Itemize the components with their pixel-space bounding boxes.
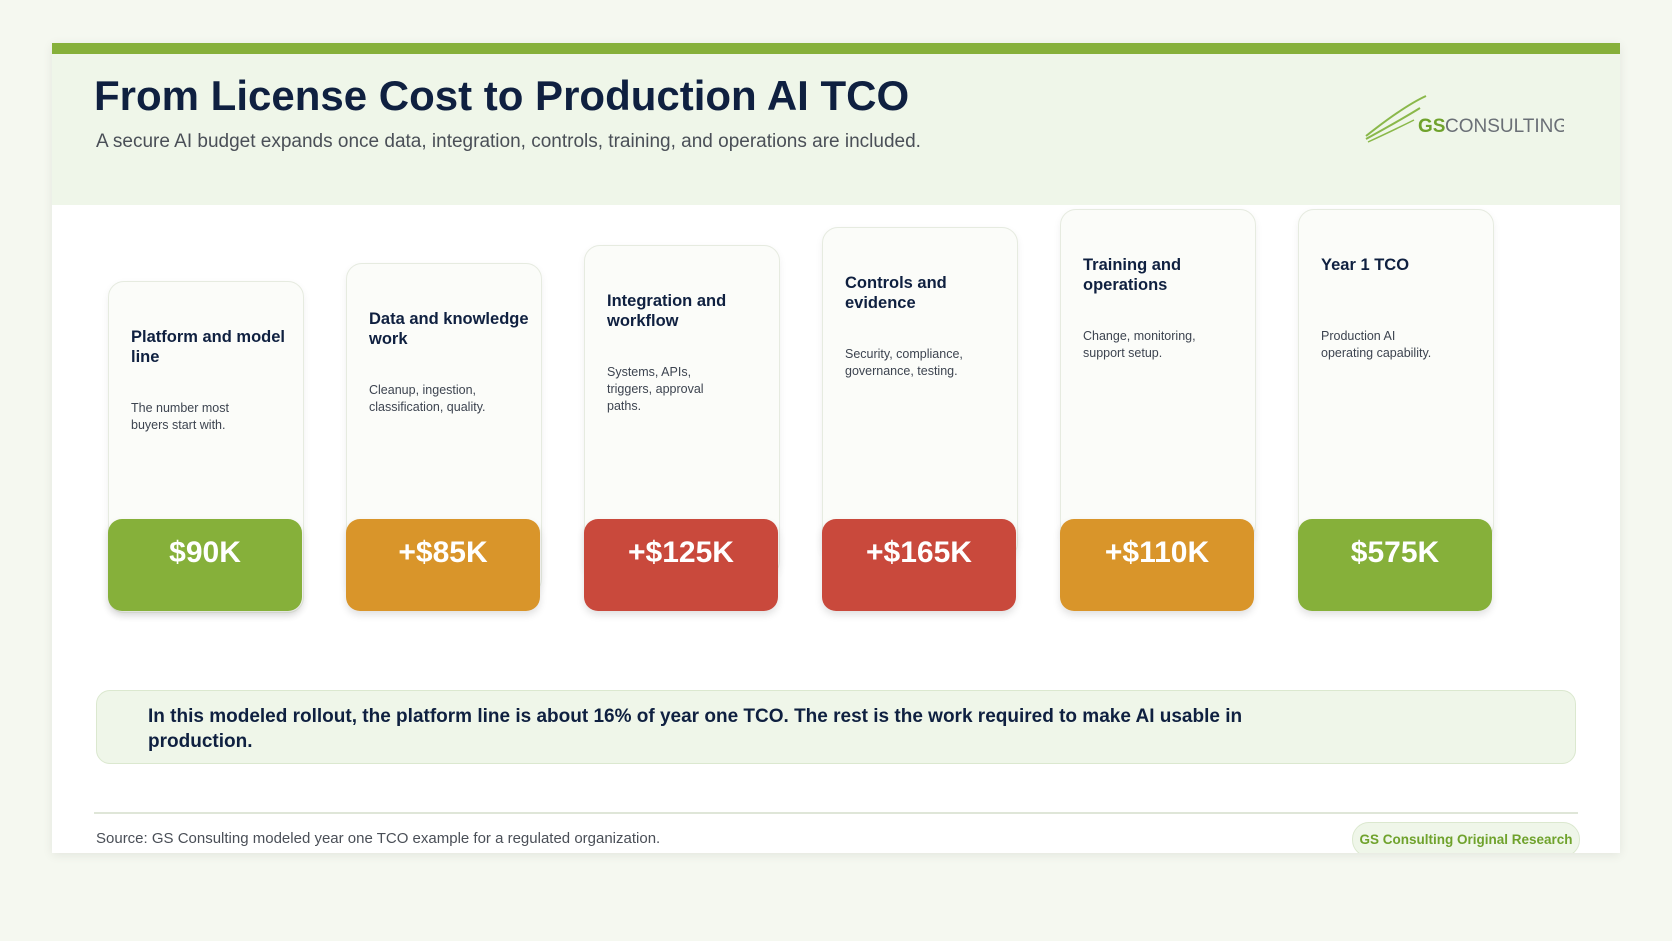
amount: +$125K (584, 519, 778, 611)
badge: GS Consulting Original Research (1352, 822, 1580, 853)
amount: +$110K (1060, 519, 1254, 611)
divider (94, 812, 1578, 814)
card-title: Integration and workflow (607, 292, 727, 330)
card-title: Platform and model line (131, 328, 286, 366)
card: Controls and evidence Security, complianc… (822, 227, 1018, 559)
source: Source: GS Consulting modeled year one T… (96, 830, 661, 847)
subtitle: A secure AI budget expands once data, in… (96, 131, 921, 152)
amount: $90K (108, 519, 302, 611)
card-description: The number most buyers start with. (131, 401, 229, 432)
slide: From License Cost to Production AI TCO A… (52, 43, 1620, 853)
card-title: Data and knowledge work (369, 310, 529, 348)
card-description: Security, compliance, governance, testin… (845, 347, 963, 378)
amount: +$165K (822, 519, 1016, 611)
card-description: Production AI operating capability. (1321, 329, 1432, 360)
header: From License Cost to Production AI TCO A… (52, 54, 1620, 205)
logo: GS CONSULTING (1365, 95, 1564, 143)
card: Training and operations Change, monitorin… (1060, 209, 1256, 541)
callout-text: In this modeled rollout, the platform li… (148, 706, 1243, 752)
title: From License Cost to Production AI TCO (94, 72, 910, 119)
card-description: Cleanup, ingestion, classification, qual… (369, 383, 486, 414)
amount: +$85K (346, 519, 540, 611)
card-description: Change, monitoring, support setup. (1083, 329, 1196, 360)
card-title: Year 1 TCO (1321, 256, 1410, 274)
amount: $575K (1298, 519, 1492, 611)
card-title: Controls and evidence (845, 274, 947, 312)
callout: In this modeled rollout, the platform li… (96, 690, 1576, 764)
card-description: Systems, APIs, triggers, approval paths. (607, 365, 704, 413)
logo-mark: GS (1418, 116, 1445, 137)
top-bar (52, 43, 1620, 54)
card-title: Training and operations (1083, 256, 1182, 294)
card: Year 1 TCO Production AI operating capabi… (1298, 209, 1494, 541)
logo-word: CONSULTING (1445, 116, 1564, 137)
